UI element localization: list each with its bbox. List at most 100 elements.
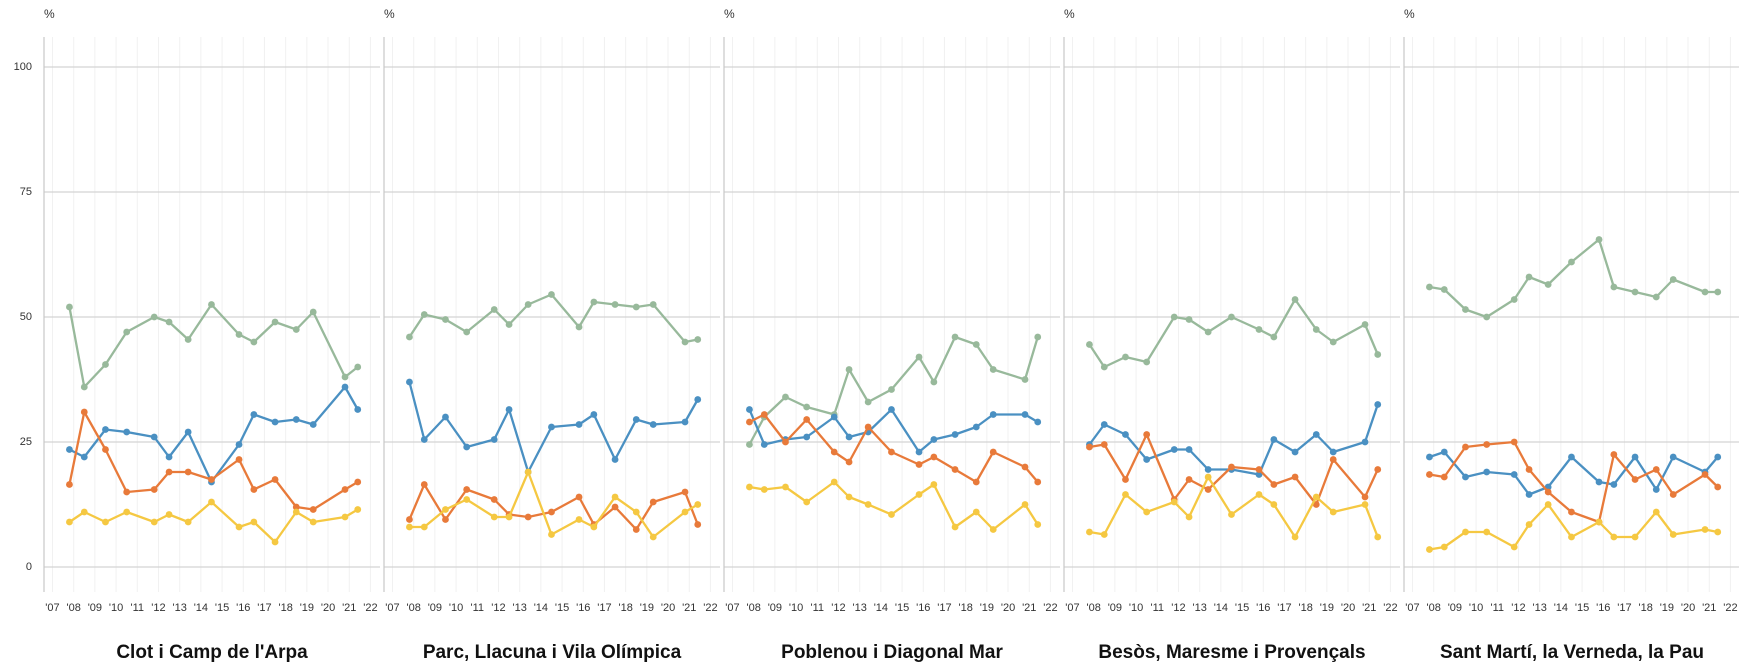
x-tick-label: '12 bbox=[1171, 602, 1185, 614]
series-point bbox=[420, 523, 428, 531]
series-point bbox=[915, 448, 923, 456]
series-point bbox=[250, 411, 258, 418]
series-point bbox=[66, 303, 73, 311]
series-point bbox=[1610, 283, 1618, 291]
series-point bbox=[1525, 491, 1533, 498]
series-point bbox=[292, 508, 300, 516]
series-point bbox=[845, 493, 853, 501]
series-point bbox=[1652, 293, 1660, 301]
x-tick-label: '08 bbox=[747, 602, 761, 614]
series-point bbox=[354, 506, 362, 513]
series-point bbox=[1312, 326, 1320, 333]
panel-title: Sant Martí, la Verneda, la Pau bbox=[1440, 642, 1704, 663]
x-tick-label: '10 bbox=[109, 602, 123, 614]
y-tick-label: 75 bbox=[20, 186, 32, 198]
series-point bbox=[123, 328, 131, 336]
x-tick-label: '20 bbox=[321, 602, 335, 614]
series-point bbox=[1610, 481, 1618, 488]
series-point bbox=[972, 423, 980, 431]
x-tick-label: '08 bbox=[1087, 602, 1101, 614]
series-point bbox=[442, 516, 449, 523]
x-tick-label: '18 bbox=[1638, 602, 1652, 614]
series-point bbox=[1170, 313, 1178, 321]
series-point bbox=[681, 488, 689, 496]
x-tick-label: '18 bbox=[278, 602, 292, 614]
series-point bbox=[590, 411, 598, 418]
series-point bbox=[864, 423, 872, 431]
series-point bbox=[575, 516, 583, 523]
series-point bbox=[354, 406, 362, 413]
series-point bbox=[292, 503, 300, 511]
series-point bbox=[746, 441, 753, 448]
x-tick-label: '07 bbox=[725, 602, 739, 614]
series-point bbox=[694, 336, 702, 343]
series-point bbox=[989, 366, 997, 373]
x-tick-label: '10 bbox=[789, 602, 803, 614]
series-point bbox=[1462, 306, 1469, 313]
x-tick-label: '10 bbox=[449, 602, 463, 614]
series-point bbox=[150, 313, 158, 321]
series-point bbox=[1086, 528, 1093, 536]
series-point bbox=[1255, 466, 1263, 473]
y-axis-label: % bbox=[384, 7, 395, 21]
series-point bbox=[548, 508, 555, 516]
series-point bbox=[1170, 446, 1178, 453]
series-point bbox=[649, 498, 657, 506]
x-tick-label: '19 bbox=[1660, 602, 1674, 614]
series-point bbox=[1021, 463, 1029, 471]
series-point bbox=[1426, 283, 1433, 291]
series-point bbox=[1714, 453, 1722, 461]
series-point bbox=[1510, 296, 1518, 303]
series-point bbox=[235, 441, 243, 448]
series-point bbox=[1291, 533, 1299, 541]
series-point bbox=[1270, 481, 1278, 488]
series-point bbox=[590, 523, 598, 531]
x-tick-label: '09 bbox=[88, 602, 102, 614]
series-point bbox=[1034, 418, 1042, 426]
series-line bbox=[748, 413, 1039, 484]
x-tick-label: '22 bbox=[363, 602, 377, 614]
series-point bbox=[184, 428, 192, 436]
series-point bbox=[915, 353, 923, 361]
series-point bbox=[1034, 478, 1042, 486]
series-point bbox=[463, 328, 471, 336]
series-point bbox=[184, 468, 192, 476]
x-tick-label: '15 bbox=[895, 602, 909, 614]
x-tick-label: '17 bbox=[1277, 602, 1291, 614]
series-point bbox=[760, 411, 768, 418]
series-point bbox=[590, 298, 598, 306]
series-point bbox=[1270, 436, 1278, 443]
x-tick-label: '15 bbox=[215, 602, 229, 614]
series-point bbox=[292, 416, 300, 423]
series-point bbox=[123, 508, 131, 516]
series-point bbox=[341, 486, 349, 493]
series-point bbox=[951, 333, 959, 341]
series-point bbox=[1701, 288, 1709, 296]
series-point bbox=[1185, 476, 1193, 483]
series-point bbox=[972, 478, 980, 486]
x-tick-label: '22 bbox=[1383, 602, 1397, 614]
series-point bbox=[442, 506, 449, 513]
series-point bbox=[1652, 508, 1660, 516]
series-point bbox=[1204, 486, 1212, 493]
series-point bbox=[1701, 471, 1709, 478]
x-tick-label: '12 bbox=[491, 602, 505, 614]
x-tick-label: '18 bbox=[958, 602, 972, 614]
x-tick-label: '14 bbox=[1214, 602, 1228, 614]
series-line bbox=[1089, 475, 1379, 539]
series-point bbox=[271, 418, 279, 426]
x-tick-label: '19 bbox=[980, 602, 994, 614]
panel: '07 '08 '09 '10 '11 '12 '13 '14 '15 '16 '17 '18 '19 '… bbox=[14, 7, 380, 663]
x-tick-label: '13 bbox=[1533, 602, 1547, 614]
series-point bbox=[1652, 486, 1660, 493]
series-point bbox=[184, 518, 192, 526]
series-point bbox=[1291, 473, 1299, 481]
series-point bbox=[1100, 421, 1108, 428]
series-point bbox=[803, 416, 811, 423]
x-tick-label: '17 bbox=[257, 602, 271, 614]
series-point bbox=[66, 518, 73, 526]
series-point bbox=[184, 336, 192, 343]
series-point bbox=[632, 416, 640, 423]
series-point bbox=[1374, 351, 1382, 358]
series-point bbox=[1021, 501, 1029, 508]
